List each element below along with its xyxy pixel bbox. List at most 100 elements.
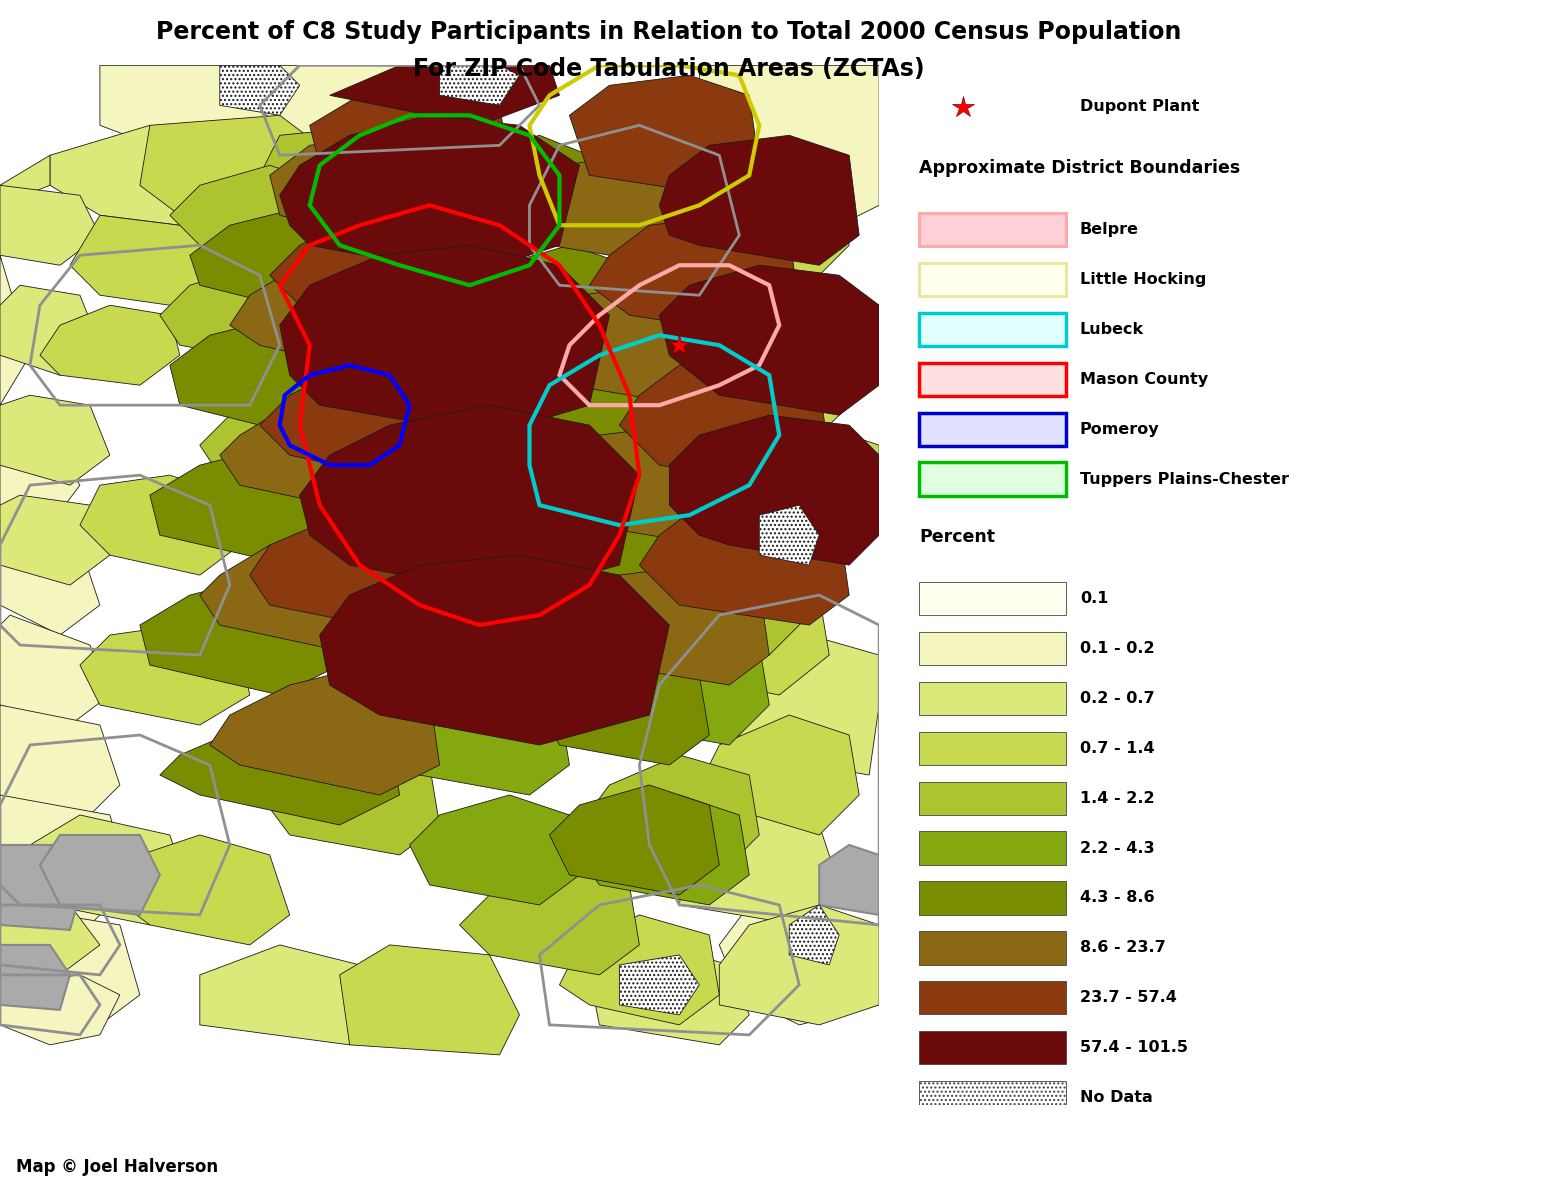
Polygon shape xyxy=(0,185,100,265)
Polygon shape xyxy=(0,615,110,725)
Polygon shape xyxy=(140,115,319,215)
Polygon shape xyxy=(680,165,850,285)
Polygon shape xyxy=(0,156,50,206)
Polygon shape xyxy=(230,245,450,375)
Polygon shape xyxy=(79,625,251,725)
Bar xyxy=(920,263,1066,296)
Polygon shape xyxy=(0,975,120,1045)
Polygon shape xyxy=(699,715,859,835)
Polygon shape xyxy=(230,545,400,645)
Text: 1.4 - 2.2: 1.4 - 2.2 xyxy=(1080,791,1155,805)
Text: Belpre: Belpre xyxy=(1080,222,1139,238)
Polygon shape xyxy=(719,425,879,545)
Polygon shape xyxy=(199,525,420,655)
Bar xyxy=(920,881,1066,915)
Text: 2.2 - 4.3: 2.2 - 4.3 xyxy=(1080,841,1155,855)
Polygon shape xyxy=(0,795,129,925)
Bar xyxy=(920,682,1066,715)
Polygon shape xyxy=(0,845,79,930)
Text: 0.2 - 0.7: 0.2 - 0.7 xyxy=(1080,691,1155,706)
Bar xyxy=(920,981,1066,1015)
Polygon shape xyxy=(199,396,370,495)
Polygon shape xyxy=(251,65,420,145)
Polygon shape xyxy=(509,516,680,625)
Polygon shape xyxy=(759,505,818,565)
Polygon shape xyxy=(680,805,839,925)
Polygon shape xyxy=(599,625,769,745)
Polygon shape xyxy=(459,865,640,975)
Polygon shape xyxy=(569,75,759,195)
Polygon shape xyxy=(280,115,579,276)
Polygon shape xyxy=(549,285,730,405)
Polygon shape xyxy=(160,704,400,824)
Text: Lubeck: Lubeck xyxy=(1080,322,1144,337)
Text: 23.7 - 57.4: 23.7 - 57.4 xyxy=(1080,991,1176,1005)
Text: Approximate District Boundaries: Approximate District Boundaries xyxy=(920,159,1240,177)
Polygon shape xyxy=(640,495,850,625)
Polygon shape xyxy=(210,665,439,795)
Polygon shape xyxy=(719,905,879,1025)
Polygon shape xyxy=(170,165,339,255)
Bar xyxy=(920,782,1066,815)
Polygon shape xyxy=(400,685,569,795)
Polygon shape xyxy=(280,245,610,435)
Polygon shape xyxy=(219,65,300,115)
Polygon shape xyxy=(560,425,750,545)
Polygon shape xyxy=(0,704,120,824)
Polygon shape xyxy=(251,505,490,636)
Polygon shape xyxy=(540,655,710,765)
Polygon shape xyxy=(439,135,599,235)
Polygon shape xyxy=(170,315,359,435)
Text: 8.6 - 23.7: 8.6 - 23.7 xyxy=(1080,941,1165,955)
Bar xyxy=(920,213,1066,246)
Polygon shape xyxy=(110,835,289,944)
Polygon shape xyxy=(339,944,520,1055)
Polygon shape xyxy=(590,944,750,1045)
Text: For ZIP Code Tabulation Areas (ZCTAs): For ZIP Code Tabulation Areas (ZCTAs) xyxy=(414,57,924,81)
Polygon shape xyxy=(269,206,509,335)
Polygon shape xyxy=(660,575,829,695)
Polygon shape xyxy=(660,265,879,415)
Text: Map © Joel Halverson: Map © Joel Halverson xyxy=(16,1158,218,1176)
Polygon shape xyxy=(549,785,719,895)
Text: Mason County: Mason County xyxy=(1080,372,1207,387)
Bar xyxy=(920,462,1066,495)
Bar xyxy=(920,732,1066,765)
Polygon shape xyxy=(289,296,450,396)
Polygon shape xyxy=(219,385,439,516)
Text: 0.1: 0.1 xyxy=(1080,592,1108,606)
Polygon shape xyxy=(529,156,710,265)
Polygon shape xyxy=(0,285,100,375)
Text: Tuppers Plains-Chester: Tuppers Plains-Chester xyxy=(1080,472,1288,487)
Text: 57.4 - 101.5: 57.4 - 101.5 xyxy=(1080,1041,1187,1055)
Text: Dupont Plant: Dupont Plant xyxy=(1080,100,1200,114)
Polygon shape xyxy=(660,135,859,265)
Text: 4.3 - 8.6: 4.3 - 8.6 xyxy=(1080,891,1155,905)
Text: No Data: No Data xyxy=(1080,1091,1153,1105)
Polygon shape xyxy=(149,446,350,565)
Polygon shape xyxy=(380,555,540,655)
Polygon shape xyxy=(669,415,879,565)
Polygon shape xyxy=(579,756,759,874)
Polygon shape xyxy=(0,525,100,636)
Polygon shape xyxy=(300,405,640,595)
Bar xyxy=(920,312,1066,346)
Polygon shape xyxy=(789,905,839,965)
Polygon shape xyxy=(699,65,879,235)
Polygon shape xyxy=(579,795,750,905)
Text: 0.7 - 1.4: 0.7 - 1.4 xyxy=(1080,741,1155,756)
Polygon shape xyxy=(619,355,829,485)
Text: 0.1 - 0.2: 0.1 - 0.2 xyxy=(1080,642,1155,656)
Polygon shape xyxy=(560,915,719,1025)
Text: Little Hocking: Little Hocking xyxy=(1080,272,1206,287)
Polygon shape xyxy=(579,565,769,685)
Polygon shape xyxy=(140,575,339,695)
Polygon shape xyxy=(619,955,699,1015)
Polygon shape xyxy=(199,944,380,1045)
Polygon shape xyxy=(669,435,839,555)
Polygon shape xyxy=(289,185,450,285)
Polygon shape xyxy=(0,396,110,485)
Polygon shape xyxy=(260,355,499,485)
Polygon shape xyxy=(479,375,649,485)
Polygon shape xyxy=(699,305,870,425)
